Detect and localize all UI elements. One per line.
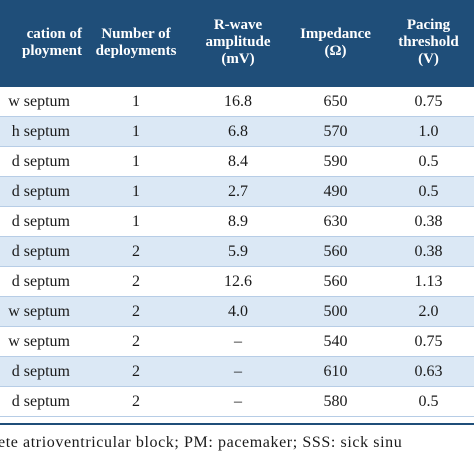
cell-impedance: 580 [323, 393, 348, 410]
cell-deployments: 2 [132, 273, 140, 290]
table-row: d septum 2 – 580 0.5 [0, 387, 474, 417]
header-pacing-line2: threshold [398, 34, 459, 50]
cell-threshold: 1.13 [414, 273, 443, 290]
cell-r-wave: – [234, 363, 242, 380]
header-deployments-line2: deployments [95, 42, 177, 59]
cell-impedance: 610 [323, 363, 348, 380]
table-bottom-rule [0, 423, 474, 425]
header-location-line1: cation of [26, 25, 82, 42]
cell-location: d septum [11, 363, 70, 380]
cell-deployments: 2 [132, 243, 140, 260]
table-header: cation of ployment Number of deployments… [0, 0, 474, 85]
cell-impedance: 560 [323, 273, 348, 290]
cell-threshold: 0.5 [418, 183, 439, 200]
cell-deployments: 1 [132, 123, 140, 140]
cell-r-wave: – [234, 393, 242, 410]
header-r-wave-line2: amplitude [205, 34, 271, 50]
header-pacing-threshold: Pacing threshold (V) [383, 0, 474, 85]
cell-impedance: 560 [323, 243, 348, 260]
cell-deployments: 2 [132, 363, 140, 380]
cell-location: d septum [11, 393, 70, 410]
cell-location: w septum [8, 93, 70, 110]
cell-location: d septum [11, 273, 70, 290]
table-row: d septum 1 8.9 630 0.38 [0, 207, 474, 237]
table-row: d septum 1 2.7 490 0.5 [0, 177, 474, 207]
cell-r-wave: 16.8 [224, 93, 252, 110]
header-r-wave: R-wave amplitude (mV) [188, 0, 288, 85]
header-deployments: Number of deployments [84, 0, 188, 85]
cell-threshold: 1.0 [418, 123, 439, 140]
cell-r-wave: 12.6 [224, 273, 252, 290]
cell-deployments: 2 [132, 393, 140, 410]
cell-r-wave: 6.8 [228, 123, 248, 140]
cell-impedance: 490 [323, 183, 348, 200]
cell-threshold: 0.5 [418, 393, 439, 410]
table-row: w septum 2 – 540 0.75 [0, 327, 474, 357]
cell-deployments: 2 [132, 333, 140, 350]
cell-deployments: 1 [132, 93, 140, 110]
cell-location: w septum [8, 333, 70, 350]
header-pacing-line1: Pacing [406, 17, 451, 33]
header-divider [0, 85, 474, 87]
cell-impedance: 540 [323, 333, 348, 350]
cell-deployments: 1 [132, 153, 140, 170]
cell-location: h septum [11, 123, 70, 140]
cell-r-wave: 2.7 [228, 183, 248, 200]
cell-threshold: 0.5 [418, 153, 439, 170]
cell-location: d septum [11, 243, 70, 260]
cell-threshold: 0.38 [414, 213, 443, 230]
cell-threshold: 2.0 [418, 303, 439, 320]
header-deployments-line1: Number of [101, 25, 171, 42]
cell-location: d septum [11, 153, 70, 170]
table-row: w septum 1 16.8 650 0.75 [0, 87, 474, 117]
cell-impedance: 650 [323, 93, 348, 110]
header-impedance: Impedance (Ω) [288, 0, 383, 85]
cell-r-wave: 8.4 [228, 153, 248, 170]
cell-location: d septum [11, 183, 70, 200]
header-r-wave-line1: R-wave [213, 17, 263, 33]
header-impedance-line1: Impedance [300, 25, 371, 42]
cell-deployments: 1 [132, 183, 140, 200]
cell-deployments: 1 [132, 213, 140, 230]
cell-r-wave: 4.0 [228, 303, 248, 320]
cell-location: d septum [11, 213, 70, 230]
table-row: w septum 2 4.0 500 2.0 [0, 297, 474, 327]
cell-impedance: 500 [323, 303, 348, 320]
cell-impedance: 630 [323, 213, 348, 230]
cell-threshold: 0.38 [414, 243, 443, 260]
cell-r-wave: 5.9 [228, 243, 248, 260]
header-r-wave-line3: (mV) [221, 51, 255, 67]
table-row: h septum 1 6.8 570 1.0 [0, 117, 474, 147]
cell-threshold: 0.75 [414, 93, 443, 110]
cell-r-wave: 8.9 [228, 213, 248, 230]
table-body: w septum 1 16.8 650 0.75 h septum 1 6.8 … [0, 87, 474, 417]
cell-impedance: 590 [323, 153, 348, 170]
table-row: d septum 2 12.6 560 1.13 [0, 267, 474, 297]
cell-r-wave: – [234, 333, 242, 350]
cell-threshold: 0.75 [414, 333, 443, 350]
table-row: d septum 2 5.9 560 0.38 [0, 237, 474, 267]
cell-impedance: 570 [323, 123, 348, 140]
cell-deployments: 2 [132, 303, 140, 320]
header-impedance-line2: (Ω) [324, 42, 347, 59]
header-location-line2: ployment [22, 42, 82, 59]
cell-location: w septum [8, 303, 70, 320]
header-pacing-line3: (V) [418, 51, 439, 67]
table-row: d septum 1 8.4 590 0.5 [0, 147, 474, 177]
cell-threshold: 0.63 [414, 363, 443, 380]
table-footnote: ete atrioventricular block; PM: pacemake… [0, 434, 403, 451]
table-row: d septum 2 – 610 0.63 [0, 357, 474, 387]
header-location: cation of ployment [0, 0, 82, 85]
